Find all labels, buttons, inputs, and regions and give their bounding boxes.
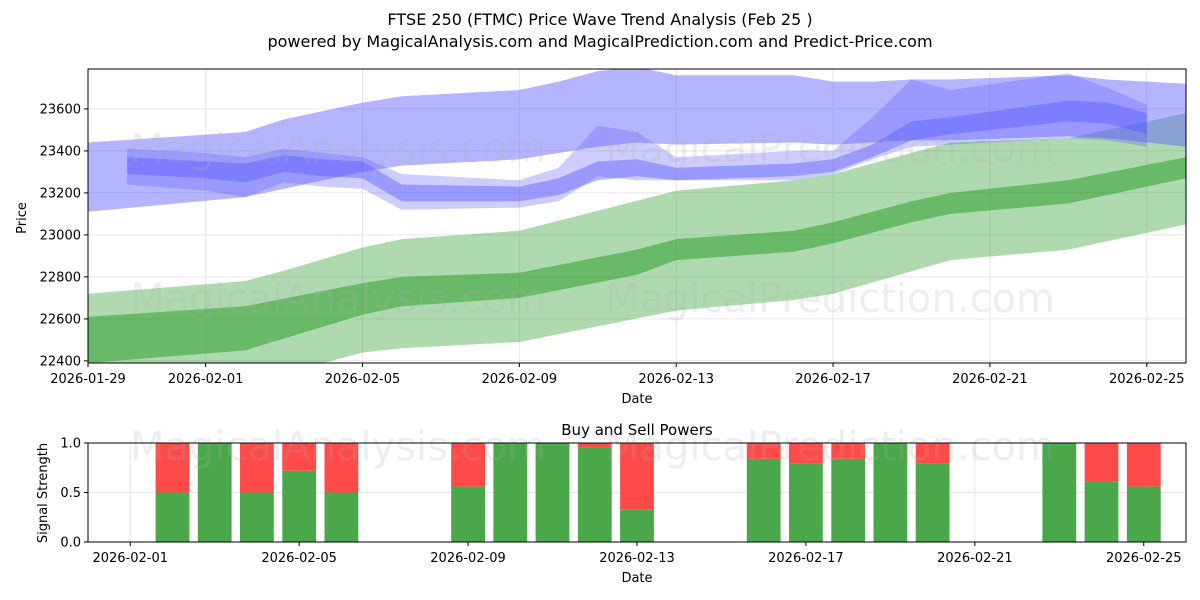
price-x-tick-label: 2026-02-13 (638, 372, 714, 387)
buy-bar (873, 443, 908, 542)
price-x-tick-label: 2026-02-25 (1109, 372, 1185, 387)
price-chart-watermarks: MagicalAnalysis.com MagicalPrediction.co… (130, 126, 1055, 322)
sell-bar (577, 443, 612, 448)
buy-bar (789, 463, 823, 542)
price-x-tick-label: 2026-02-17 (795, 372, 871, 387)
figure-title-line2: powered by MagicalAnalysis.com and Magic… (267, 32, 932, 51)
sell-bar (451, 443, 485, 487)
price-x-tick-label: 2026-02-21 (952, 372, 1028, 387)
price-x-tick-label: 2026-02-01 (168, 372, 244, 387)
power-chart-bars (155, 443, 1161, 542)
price-band-layer (88, 69, 1186, 363)
buy-bar (324, 492, 359, 542)
buy-bar (1126, 486, 1161, 542)
power-x-tick-label: 2026-02-01 (92, 551, 168, 566)
sell-bar (240, 443, 274, 493)
sell-bar (324, 443, 359, 493)
sell-bar (1084, 443, 1119, 482)
power-chart-ylabel: Signal Strength (36, 443, 51, 543)
power-x-tick-label: 2026-02-13 (599, 551, 675, 566)
watermark-bottom-right: MagicalPrediction.com (605, 424, 1055, 470)
price-x-tick-label: 2026-02-05 (325, 372, 401, 387)
power-x-tick-label: 2026-02-09 (430, 551, 506, 566)
sell-bar (746, 443, 781, 459)
price-y-tick-label: 23600 (40, 102, 81, 117)
price-chart-xlabel: Date (621, 392, 652, 407)
power-x-tick-label: 2026-02-25 (1106, 551, 1182, 566)
sell-bar (831, 443, 866, 459)
price-chart-ylabel: Price (15, 202, 30, 234)
power-x-tick-label: 2026-02-21 (937, 551, 1013, 566)
sell-bar (155, 443, 190, 493)
sell-bar (789, 443, 823, 464)
price-y-tick-label: 23400 (40, 144, 81, 159)
buy-bar (620, 509, 654, 542)
price-x-tick-label: 2026-01-29 (50, 372, 126, 387)
buy-bar (746, 458, 781, 542)
power-chart-title: Buy and Sell Powers (561, 421, 713, 439)
sell-bar (282, 443, 317, 471)
buy-bar (915, 463, 950, 542)
buy-bar (831, 458, 866, 542)
power-y-tick-label: 0.5 (60, 486, 81, 501)
figure-title-line1: FTSE 250 (FTMC) Price Wave Trend Analysi… (387, 10, 812, 29)
watermark-top-left: MagicalAnalysis.com (130, 126, 546, 172)
watermark-mid-right: MagicalPrediction.com (605, 276, 1055, 322)
price-y-tick-label: 23200 (40, 186, 81, 201)
price-chart-frame (87, 68, 1187, 364)
buy-bar (451, 486, 485, 542)
buy-bar (197, 443, 232, 542)
price-y-tick-label: 22400 (40, 354, 81, 369)
price-y-tick-label: 23000 (40, 228, 81, 243)
buy-bar (1042, 443, 1077, 542)
price-y-tick-label: 22800 (40, 270, 81, 285)
power-chart-ticks: 2026-02-01 2026-02-05 2026-02-09 2026-02-13… (60, 437, 1181, 567)
sell-bar (1126, 443, 1161, 487)
price-y-tick-label: 22600 (40, 312, 81, 327)
power-chart-watermarks: MagicalAnalysis.com MagicalPrediction.co… (130, 424, 1055, 470)
price-chart-ticks: 2026-01-29 2026-02-01 2026-02-05 2026-02-09… (40, 102, 1185, 387)
sell-bar (620, 443, 654, 510)
green-inner-band (88, 157, 1186, 363)
power-x-tick-label: 2026-02-17 (768, 551, 844, 566)
buy-bar (1084, 481, 1119, 542)
sell-bar (915, 443, 950, 464)
blue-outer-band (88, 69, 1186, 212)
buy-bar (535, 443, 570, 542)
power-y-tick-label: 1.0 (60, 437, 81, 452)
watermark-top-right: MagicalPrediction.com (605, 126, 1055, 172)
power-y-tick-label: 0.0 (60, 536, 81, 551)
buy-bar (282, 470, 317, 542)
price-x-tick-label: 2026-02-09 (482, 372, 558, 387)
buy-bar (493, 443, 528, 542)
power-chart-xlabel: Date (621, 571, 652, 586)
price-chart-bands (88, 69, 1186, 363)
watermark-bottom-left: MagicalAnalysis.com (130, 424, 546, 470)
power-x-tick-label: 2026-02-05 (261, 551, 337, 566)
watermark-mid-left: MagicalAnalysis.com (130, 276, 546, 322)
buy-bar (240, 492, 274, 542)
blue-core-band (127, 100, 1147, 202)
buy-bar (155, 492, 190, 542)
buy-bar (577, 447, 612, 542)
blue-inner-band (127, 73, 1147, 210)
